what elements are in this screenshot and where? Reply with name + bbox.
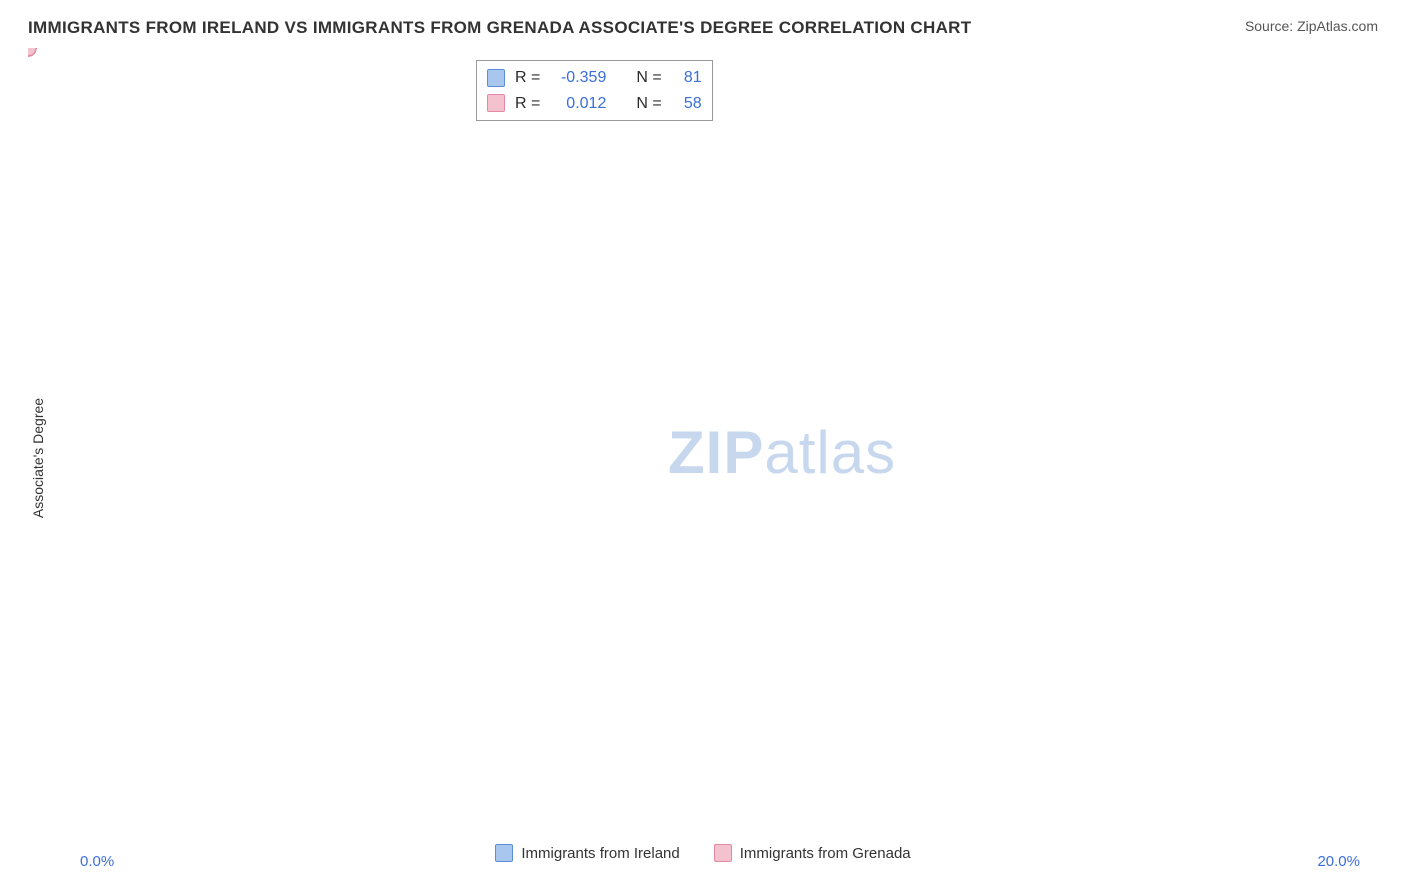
scatter-plot: 25.0%50.0%75.0%100.0%	[28, 48, 1378, 838]
scatter-point	[28, 48, 36, 56]
legend-label: Immigrants from Ireland	[521, 845, 679, 862]
stats-legend: R = -0.359 N = 81 R = 0.012 N = 58	[476, 60, 713, 121]
stats-legend-row: R = 0.012 N = 58	[487, 91, 702, 117]
stats-legend-row: R = -0.359 N = 81	[487, 65, 702, 91]
chart-title: IMMIGRANTS FROM IRELAND VS IMMIGRANTS FR…	[28, 18, 971, 38]
chart-header: IMMIGRANTS FROM IRELAND VS IMMIGRANTS FR…	[0, 0, 1406, 48]
legend-swatch	[495, 844, 513, 862]
chart-area: Associate's Degree 25.0%50.0%75.0%100.0%…	[28, 48, 1378, 868]
legend-item: Immigrants from Grenada	[714, 844, 911, 862]
r-label: R =	[515, 91, 540, 117]
legend-swatch	[487, 94, 505, 112]
n-label: N =	[636, 65, 661, 91]
legend-item: Immigrants from Ireland	[495, 844, 679, 862]
source-attribution: Source: ZipAtlas.com	[1245, 18, 1378, 34]
r-value: 0.012	[550, 91, 606, 117]
legend-swatch	[487, 69, 505, 87]
source-name: ZipAtlas.com	[1297, 18, 1378, 34]
legend-label: Immigrants from Grenada	[740, 845, 911, 862]
source-prefix: Source:	[1245, 18, 1297, 34]
n-value: 81	[672, 65, 702, 91]
r-value: -0.359	[550, 65, 606, 91]
r-label: R =	[515, 65, 540, 91]
legend-swatch	[714, 844, 732, 862]
series-legend: Immigrants from Ireland Immigrants from G…	[28, 844, 1378, 862]
y-axis-label: Associate's Degree	[30, 398, 46, 518]
n-label: N =	[636, 91, 661, 117]
n-value: 58	[672, 91, 702, 117]
